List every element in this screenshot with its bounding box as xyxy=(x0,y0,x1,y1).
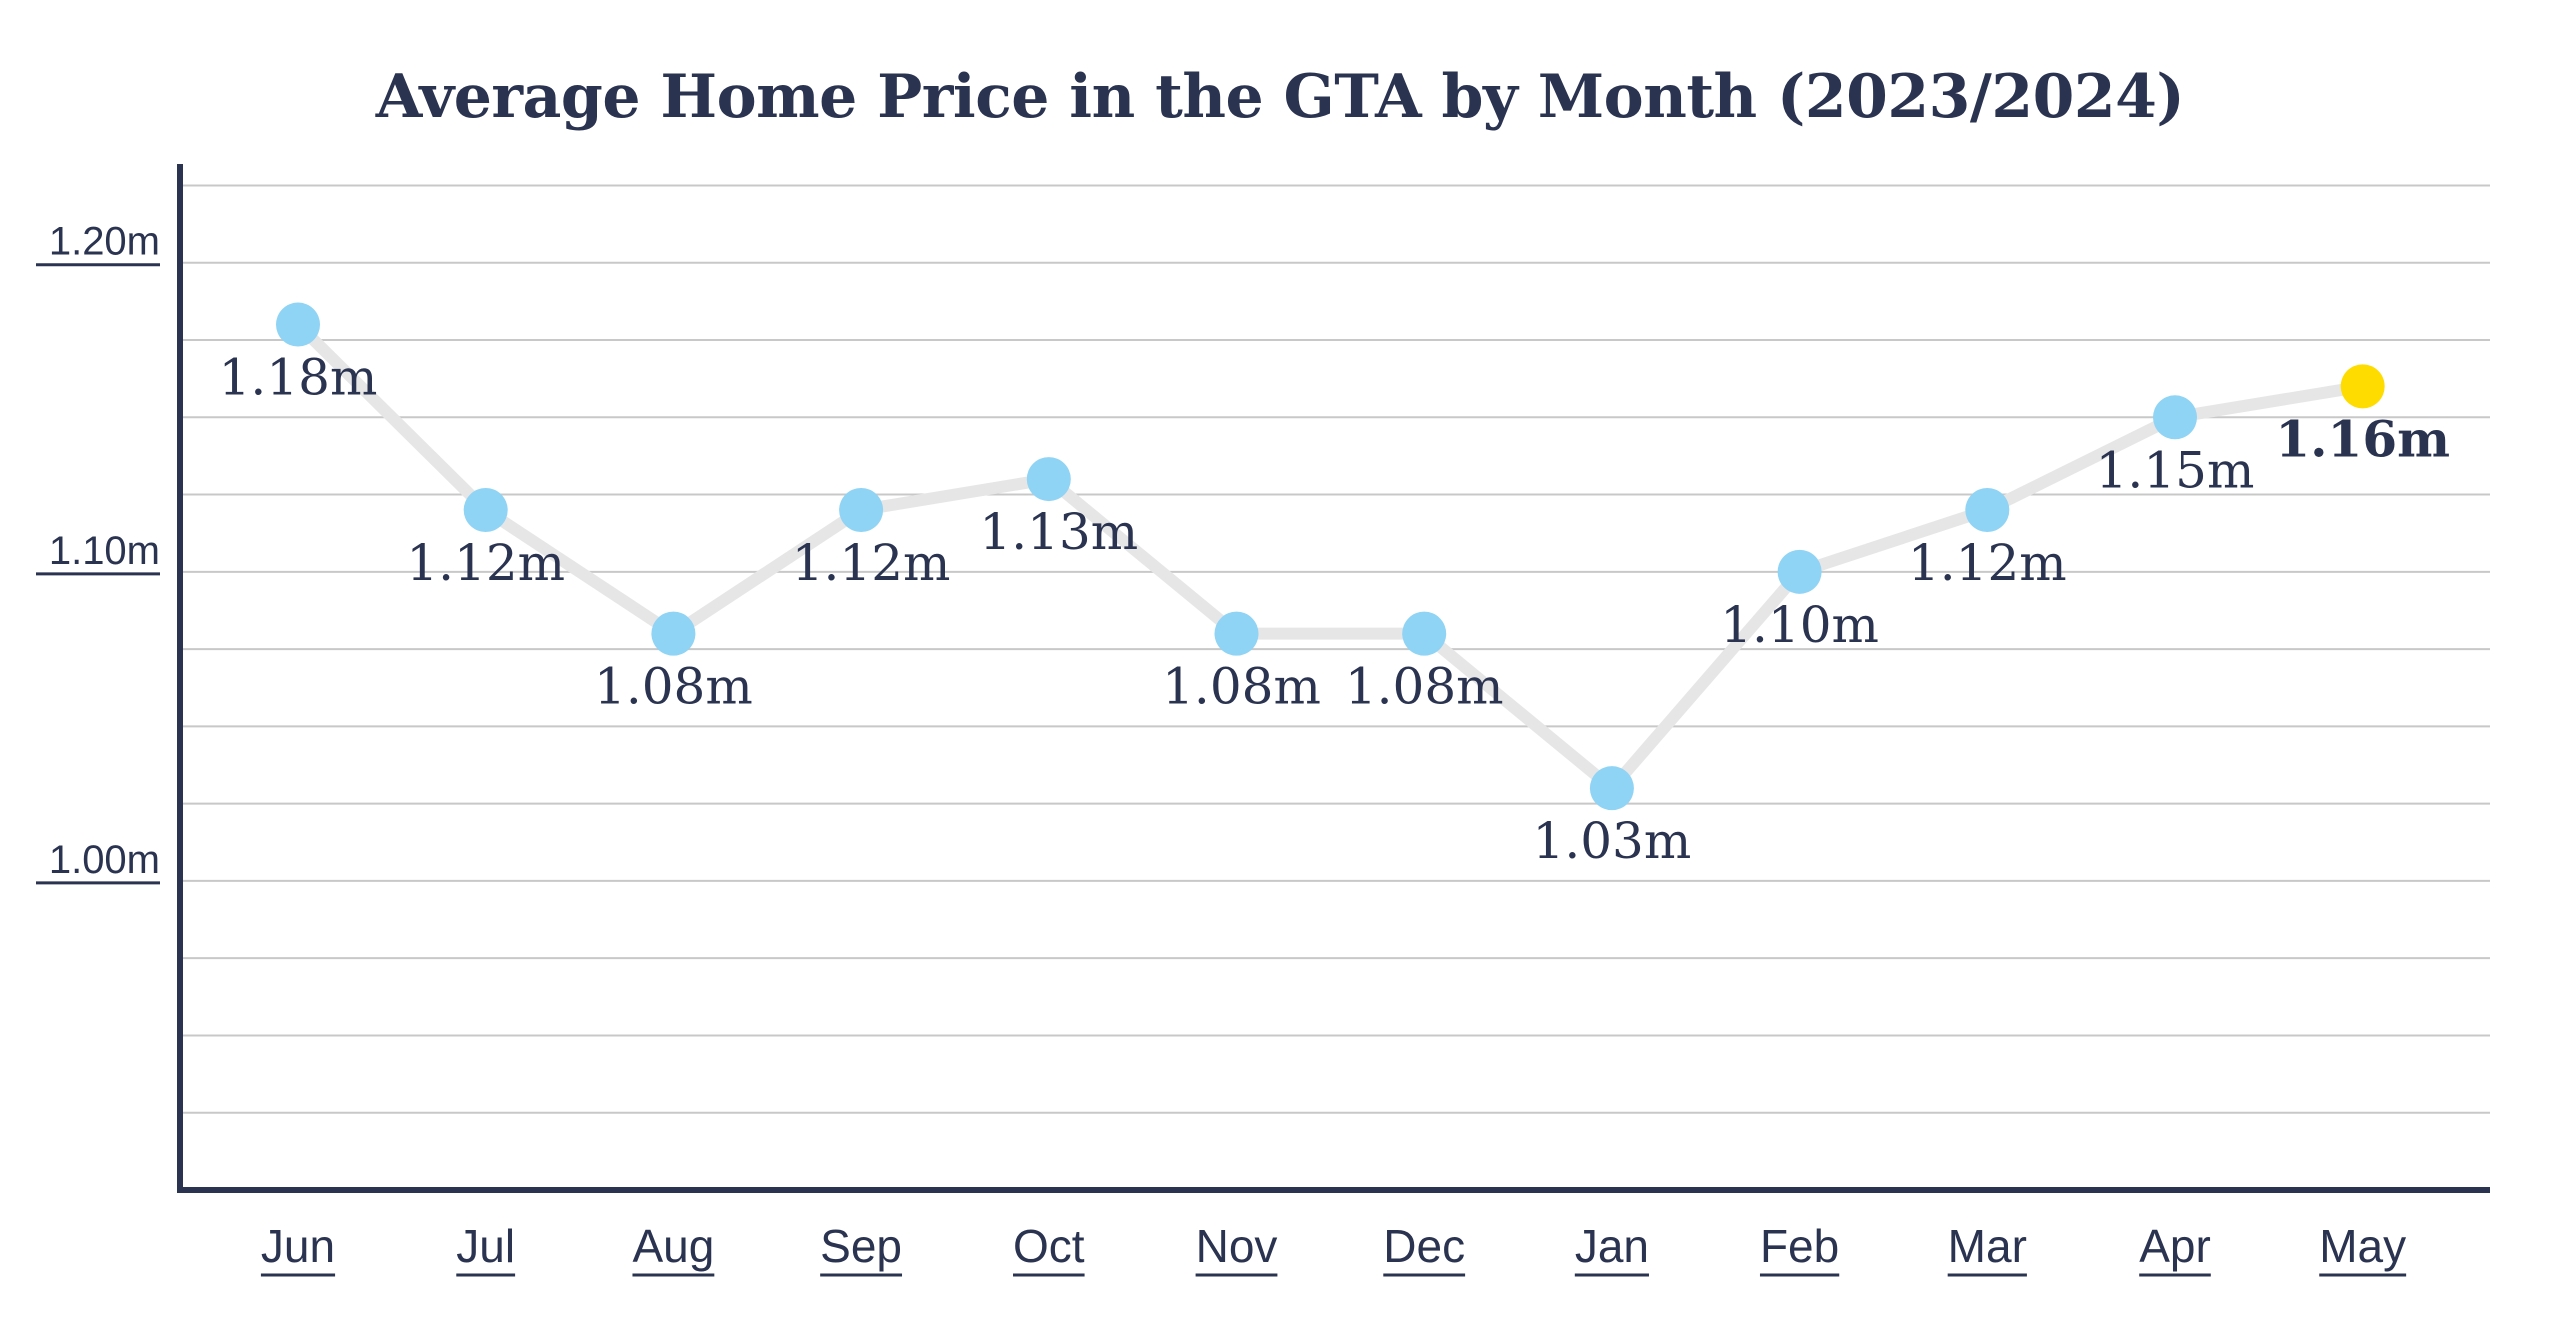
data-point xyxy=(1402,611,1447,656)
y-tick-label: 1.10m xyxy=(49,529,160,573)
x-tick-label: Feb xyxy=(1760,1220,1839,1272)
data-label: 1.03m xyxy=(1533,812,1692,870)
x-tick-label: Nov xyxy=(1196,1220,1278,1272)
x-tick-label: Jun xyxy=(261,1220,335,1272)
x-tick-label: Oct xyxy=(1013,1220,1085,1272)
data-point xyxy=(463,488,508,532)
series-line xyxy=(292,318,2369,795)
data-point xyxy=(276,302,320,347)
chart-title: Average Home Price in the GTA by Month (… xyxy=(375,62,2185,132)
data-label: 1.16m xyxy=(2275,409,2450,468)
highlight-point xyxy=(2340,364,2385,409)
data-label: 1.12m xyxy=(406,534,565,592)
x-tick-label: Mar xyxy=(1948,1220,2027,1272)
x-tick-label: Jan xyxy=(1575,1220,1649,1272)
data-label: 1.08m xyxy=(1345,658,1504,716)
data-label: 1.10m xyxy=(1720,596,1879,654)
x-tick-label: Dec xyxy=(1383,1220,1465,1272)
data-point xyxy=(1777,549,1822,594)
y-tick-label: 1.00m xyxy=(49,838,160,882)
x-tick-label: May xyxy=(2319,1220,2406,1272)
data-label: 1.08m xyxy=(1162,658,1321,716)
x-tick-label: Aug xyxy=(632,1220,714,1272)
data-label: 1.12m xyxy=(792,534,951,592)
data-point xyxy=(651,611,696,656)
data-point xyxy=(2153,395,2197,440)
data-label: 1.15m xyxy=(2096,441,2255,499)
x-tick-label: Apr xyxy=(2139,1220,2211,1272)
data-label: 1.12m xyxy=(1908,534,2067,592)
data-point xyxy=(1965,488,2010,532)
y-tick-label: 1.20m xyxy=(49,220,160,264)
data-label: 1.18m xyxy=(219,349,378,407)
x-tick-label: Sep xyxy=(820,1220,902,1272)
data-point xyxy=(1214,611,1259,656)
data-point xyxy=(1026,457,1071,502)
data-point xyxy=(839,488,884,532)
x-tick-label: Jul xyxy=(456,1220,515,1272)
data-label: 1.08m xyxy=(594,658,753,716)
data-point xyxy=(1589,766,1634,811)
data-label: 1.13m xyxy=(979,503,1138,561)
